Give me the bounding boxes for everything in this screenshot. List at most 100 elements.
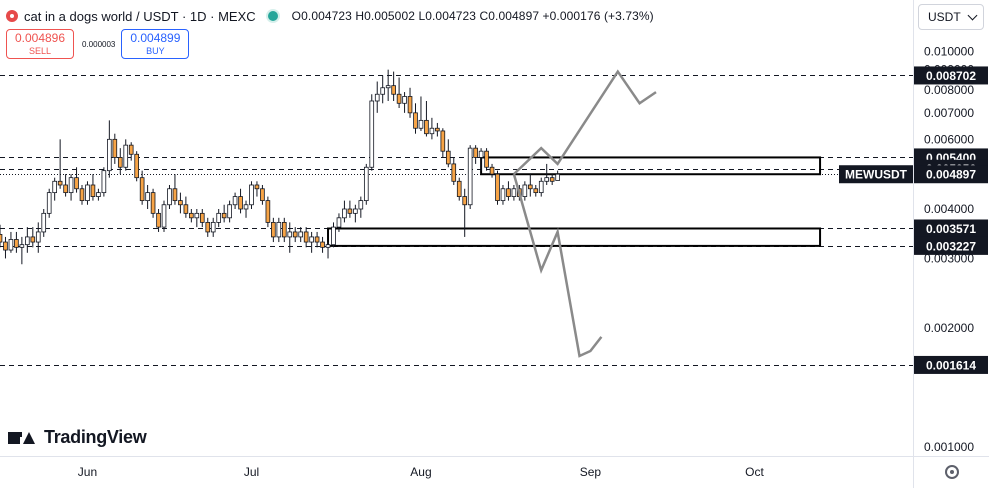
candle-body [511,188,517,197]
candle-body [243,204,249,210]
candle-body [150,192,156,214]
candle-body [533,188,539,194]
candle-body [35,231,41,243]
last-price-label: 0.004897 [926,168,976,182]
candle-body [276,221,282,238]
candle [139,170,145,205]
candle [309,231,314,253]
price-line-label: 0.008702 [926,69,976,83]
tradingview-logo-icon [8,429,38,447]
price-line-label: 0.003227 [926,239,976,253]
projection-bullish [513,69,657,176]
candle [128,142,134,161]
candle [25,227,30,253]
candle-body [527,184,533,190]
candle-body [336,217,342,228]
candle-body [74,177,79,190]
candle-body [68,177,74,194]
candle-body [522,184,528,197]
candle [189,208,194,223]
tradingview-logo[interactable]: TradingView [8,427,147,448]
candle [424,100,429,137]
candle [57,139,63,189]
currency-select[interactable]: USDT [918,4,984,30]
candle [41,208,47,237]
y-tick-label: 0.008000 [924,83,974,97]
candle [533,184,539,197]
candle-body [369,100,375,168]
zone-rectangle [327,227,822,247]
candle-body [79,188,85,202]
candle-body [90,184,96,197]
candle-body [385,85,391,89]
candle-body [85,184,90,202]
sell-button[interactable]: 0.004896 SELL [6,29,74,59]
candle [369,94,375,171]
sell-price: 0.004896 [14,31,66,45]
candle-body [205,221,211,233]
candle [0,224,3,248]
candle [276,217,282,243]
candle-body [238,196,243,210]
candle-body [199,212,205,223]
candle [396,77,402,109]
candle [3,236,8,259]
candle-body [314,236,320,243]
candle [161,200,167,232]
ohlc-values: O0.004723 H0.005002 L0.004723 C0.004897 … [291,9,654,23]
candle-body [287,231,293,238]
candle-body [347,208,353,214]
candle-body [358,200,364,210]
candle-body [506,188,511,197]
candle [549,174,555,185]
candle [265,196,271,228]
candle-body [353,208,358,214]
settings-icon[interactable] [945,465,959,479]
candle-body [500,188,506,202]
candle-body [544,177,550,182]
candle [555,170,560,181]
candle-body [292,231,298,238]
candle [96,188,101,201]
buy-button[interactable]: 0.004899 BUY [121,29,190,59]
candle [150,188,156,218]
candle-body [424,119,429,135]
candle-body [407,96,413,114]
candle-body [555,173,560,181]
y-tick-label: 0.002000 [924,321,974,335]
price-line-label-bg [914,236,988,255]
candle-body [117,157,123,168]
candle [489,163,495,178]
candle-body [134,153,139,179]
candle-body [467,147,473,206]
candle [178,192,183,214]
candle [456,177,462,201]
candle-body [145,192,150,202]
candle-body [281,221,287,238]
candle [451,157,457,185]
candle [435,122,440,137]
candle-body [342,208,347,219]
candle [156,208,161,232]
candle [205,217,211,237]
y-tick-label: 0.003000 [924,251,974,265]
candle [353,204,358,223]
candle [14,231,19,253]
candle [183,196,189,218]
candle [325,242,331,259]
x-tick-label: Sep [580,465,602,479]
candle-body [435,127,440,132]
candle [445,139,451,168]
candle [216,208,221,228]
symbol-title[interactable]: cat in a dogs world / USDT · 1D · MEXC [24,8,256,24]
candle-body [374,93,380,102]
chevron-down-icon [967,10,978,21]
candle-body [232,196,238,206]
y-tick-label: 0.007000 [924,106,974,120]
candle [90,174,96,201]
candle-body [271,221,276,238]
y-tick-label: 0.010000 [924,45,974,59]
candle-body [445,150,451,165]
